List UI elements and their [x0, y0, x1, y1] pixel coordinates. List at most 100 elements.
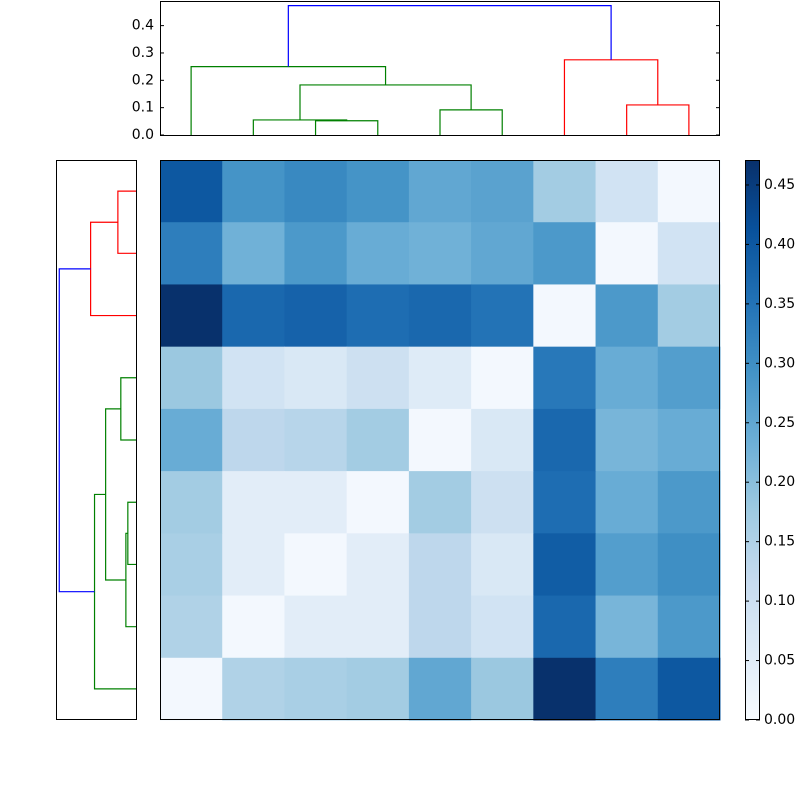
heatmap-cell: [408, 284, 472, 348]
heatmap-cell: [346, 595, 410, 659]
heatmap-cell: [160, 657, 223, 721]
dendrogram-link: [125, 532, 136, 628]
heatmap-cell: [657, 471, 721, 534]
heatmap-cell: [595, 471, 659, 534]
heatmap-cell: [346, 160, 410, 223]
heatmap-cell: [284, 533, 348, 597]
colorbar-frame: [745, 160, 760, 720]
heatmap-cell: [222, 160, 285, 223]
heatmap-cell: [284, 471, 348, 534]
heatmap-cell: [533, 284, 597, 348]
colorbar-tick-label: 0.00: [764, 712, 795, 728]
heatmap-cell: [222, 471, 285, 534]
heatmap-cell: [284, 657, 348, 721]
heatmap-cell: [657, 284, 721, 348]
dendrogram-link: [190, 66, 387, 135]
heatmap-cell: [408, 533, 472, 597]
dendrogram-link: [287, 5, 612, 67]
heatmap-cell: [346, 657, 410, 721]
heatmap-cell: [533, 346, 597, 410]
heatmap-cell: [408, 346, 472, 410]
heatmap-cell: [657, 346, 721, 410]
dendrogram-link: [93, 493, 136, 690]
dendrogram-link: [58, 268, 95, 593]
heatmap-cell: [471, 471, 534, 534]
colorbar-tick-label: 0.05: [764, 653, 795, 669]
heatmap-cell: [346, 471, 410, 534]
dendrogram-link: [314, 120, 379, 135]
colorbar-tick-label: 0.10: [764, 593, 795, 609]
heatmap-cell: [346, 222, 410, 285]
colorbar: [745, 160, 760, 720]
heatmap-cell: [595, 346, 659, 410]
heatmap-cell: [533, 222, 597, 285]
heatmap-cell: [160, 533, 223, 597]
heatmap-cell: [471, 160, 534, 223]
heatmap-cell: [595, 408, 659, 472]
y-tick-label: 0.2: [132, 72, 154, 88]
heatmap-cell: [471, 657, 534, 721]
heatmap-cell: [346, 533, 410, 597]
heatmap-cell: [222, 657, 285, 721]
colorbar-tick-label: 0.20: [764, 474, 795, 490]
left-dendrogram-frame: [56, 160, 137, 720]
heatmap-cell: [657, 533, 721, 597]
heatmap-cell: [222, 284, 285, 348]
heatmap-cell: [284, 346, 348, 410]
heatmap-cell: [284, 222, 348, 285]
heatmap-cell: [595, 533, 659, 597]
y-tick-label: 0.0: [132, 127, 154, 143]
y-tick-label: 0.4: [132, 18, 154, 34]
heatmap-cell: [160, 408, 223, 472]
heatmap-cell: [160, 471, 223, 534]
colorbar-tick-label: 0.25: [764, 415, 795, 431]
heatmap-cell: [595, 160, 659, 223]
heatmap-cell: [533, 533, 597, 597]
heatmap-cell: [471, 346, 534, 410]
colorbar-tick-label: 0.30: [764, 355, 795, 371]
heatmap-cell: [408, 222, 472, 285]
colorbar-tick-label: 0.40: [764, 236, 795, 252]
heatmap-cell: [657, 160, 721, 223]
dendrogram-link: [127, 501, 136, 566]
heatmap-cell: [408, 160, 472, 223]
heatmap-cell: [346, 408, 410, 472]
plot-layer: 0.00 0.05 0.10 0.15 0.20 0.25 0.30 0.35 0.40 0.45…: [58, 5, 795, 728]
heatmap-cell: [657, 408, 721, 472]
dendrogram-link: [120, 377, 136, 441]
heatmap-cell: [284, 284, 348, 348]
heatmap-cell: [657, 595, 721, 659]
y-tick-label: 0.1: [132, 100, 154, 116]
dendrogram-link: [105, 408, 126, 581]
heatmap-cell: [533, 471, 597, 534]
heatmap-cell: [408, 408, 472, 472]
dendrogram-link: [117, 190, 136, 254]
heatmap-cell: [533, 408, 597, 472]
dendrogram-link: [626, 104, 690, 135]
heatmap-cell: [595, 284, 659, 348]
heatmap-cell: [346, 346, 410, 410]
heatmap-cell: [222, 346, 285, 410]
dendrogram-link: [299, 84, 472, 120]
heatmap-cell: [222, 408, 285, 472]
top-dendrogram-frame: [160, 1, 720, 136]
heatmap-cell: [160, 595, 223, 659]
dendrogram-link: [90, 221, 136, 317]
heatmap-cell: [408, 471, 472, 534]
heatmap-cell: [533, 160, 597, 223]
heatmap-cell: [595, 595, 659, 659]
heatmap-cell: [160, 160, 223, 223]
heatmap-cell: [471, 222, 534, 285]
heatmap-cell: [471, 408, 534, 472]
heatmap-cell: [284, 595, 348, 659]
dendrogram-link: [563, 59, 659, 135]
heatmap-cell: [284, 160, 348, 223]
heatmap-cell: [160, 284, 223, 348]
heatmap-cell: [657, 222, 721, 285]
heatmap-cell: [471, 533, 534, 597]
colorbar-tick-label: 0.15: [764, 534, 795, 550]
y-tick-label: 0.3: [132, 45, 154, 61]
heatmap-frame: [160, 160, 720, 720]
heatmap-cell: [160, 346, 223, 410]
